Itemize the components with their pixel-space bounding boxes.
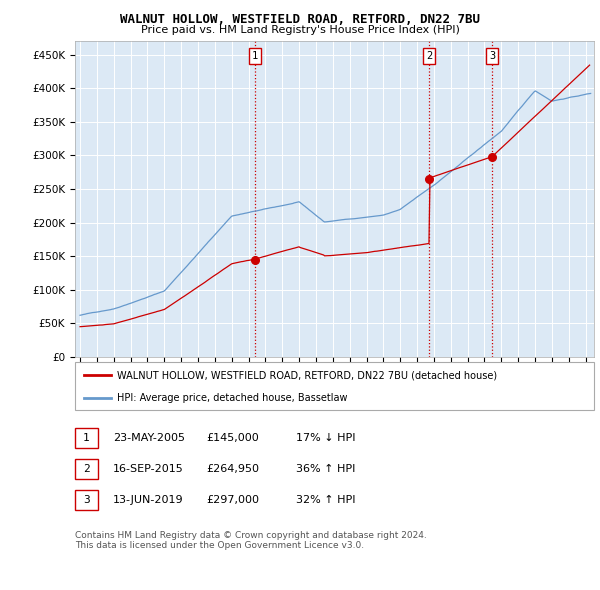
Text: 23-MAY-2005: 23-MAY-2005 — [113, 434, 185, 443]
Text: £297,000: £297,000 — [206, 495, 259, 504]
Text: 2: 2 — [83, 464, 90, 474]
Text: 13-JUN-2019: 13-JUN-2019 — [113, 495, 184, 504]
Text: HPI: Average price, detached house, Bassetlaw: HPI: Average price, detached house, Bass… — [117, 393, 347, 403]
Text: £145,000: £145,000 — [206, 434, 259, 443]
Text: 1: 1 — [252, 51, 258, 61]
Text: Price paid vs. HM Land Registry's House Price Index (HPI): Price paid vs. HM Land Registry's House … — [140, 25, 460, 35]
Text: 17% ↓ HPI: 17% ↓ HPI — [296, 434, 355, 443]
Text: 2: 2 — [426, 51, 432, 61]
Text: 3: 3 — [83, 495, 90, 504]
Text: 16-SEP-2015: 16-SEP-2015 — [113, 464, 184, 474]
Text: Contains HM Land Registry data © Crown copyright and database right 2024.
This d: Contains HM Land Registry data © Crown c… — [75, 531, 427, 550]
Text: 1: 1 — [83, 434, 90, 443]
Text: 3: 3 — [489, 51, 495, 61]
Text: 32% ↑ HPI: 32% ↑ HPI — [296, 495, 355, 504]
Text: £264,950: £264,950 — [206, 464, 259, 474]
Text: 36% ↑ HPI: 36% ↑ HPI — [296, 464, 355, 474]
Text: WALNUT HOLLOW, WESTFIELD ROAD, RETFORD, DN22 7BU (detached house): WALNUT HOLLOW, WESTFIELD ROAD, RETFORD, … — [117, 370, 497, 380]
Text: WALNUT HOLLOW, WESTFIELD ROAD, RETFORD, DN22 7BU: WALNUT HOLLOW, WESTFIELD ROAD, RETFORD, … — [120, 13, 480, 26]
